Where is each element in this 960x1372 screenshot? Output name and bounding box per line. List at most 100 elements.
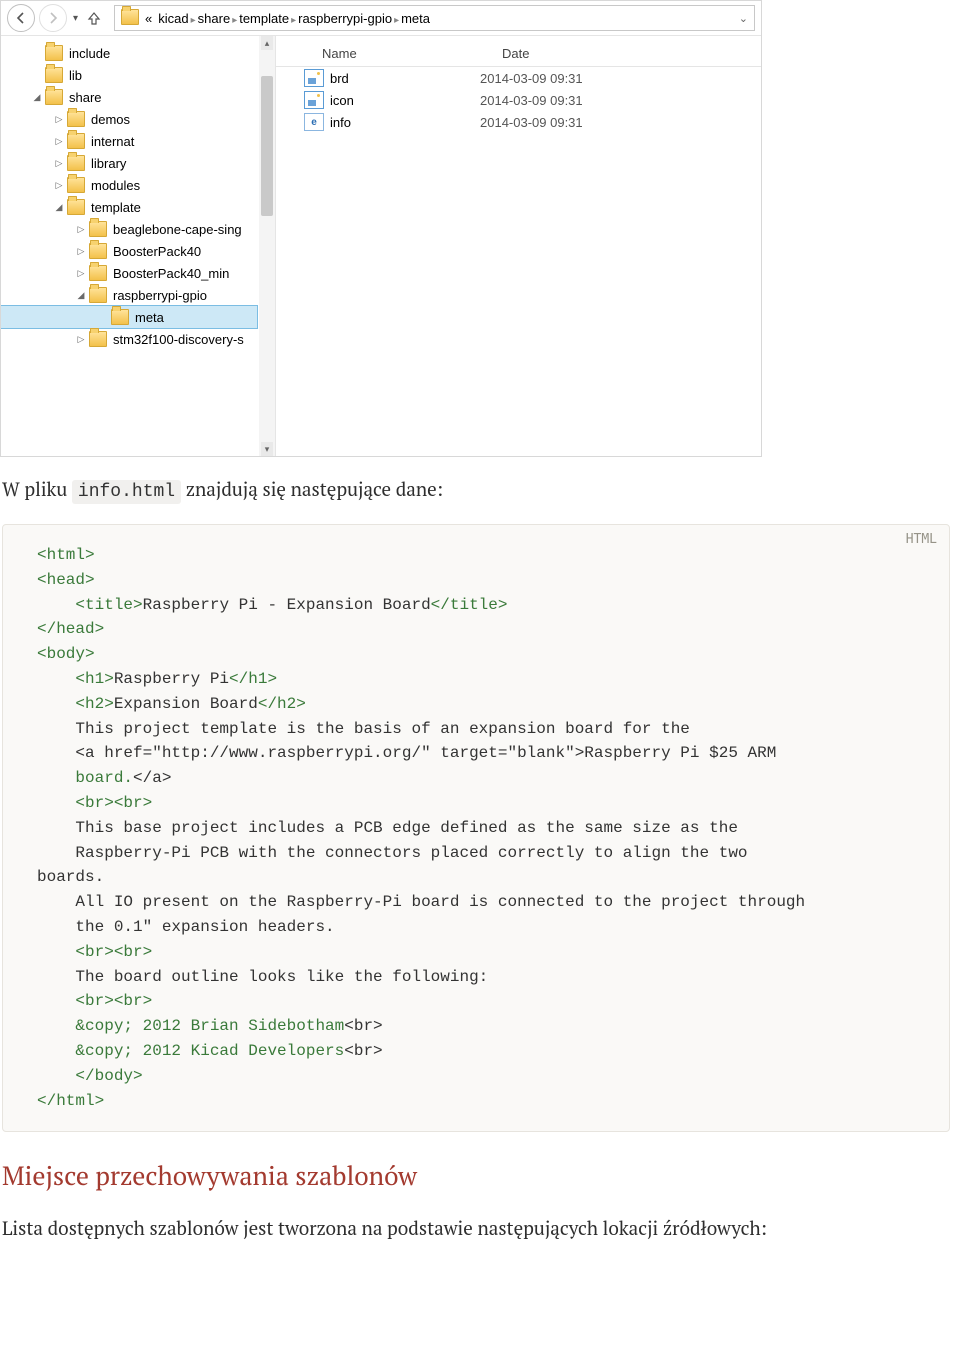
- tree-node[interactable]: ▷BoosterPack40: [1, 240, 275, 262]
- tree-node-label: template: [91, 200, 141, 215]
- file-name: info: [330, 115, 480, 130]
- tree-node-label: lib: [69, 68, 82, 83]
- tree-node-label: modules: [91, 178, 140, 193]
- column-header-name[interactable]: Name: [276, 46, 492, 61]
- inline-code: info.html: [72, 480, 181, 504]
- file-name: icon: [330, 93, 480, 108]
- tree-node-label: internat: [91, 134, 134, 149]
- tree-node[interactable]: ◢ raspberrypi-gpio: [1, 284, 275, 306]
- folder-tree: includelib◢share▷demos▷internat▷library▷…: [1, 36, 276, 456]
- breadcrumb-item[interactable]: kicad: [156, 11, 190, 26]
- code-language-label: HTML: [906, 531, 937, 550]
- arrow-left-icon: [15, 12, 27, 24]
- expand-toggle-icon[interactable]: ◢: [31, 92, 43, 103]
- breadcrumb-item[interactable]: template: [237, 11, 291, 26]
- expand-toggle-icon[interactable]: ▷: [53, 158, 65, 169]
- address-bar[interactable]: « kicad▸share▸template▸raspberrypi-gpio▸…: [114, 5, 755, 31]
- arrow-up-icon: [87, 11, 101, 25]
- expand-toggle-icon[interactable]: ◢: [75, 290, 87, 301]
- breadcrumb-item[interactable]: meta: [399, 11, 432, 26]
- folder-icon: [111, 309, 129, 325]
- expand-toggle-icon[interactable]: ▷: [53, 114, 65, 125]
- tree-node[interactable]: include: [1, 42, 275, 64]
- image-file-icon: [304, 91, 324, 109]
- file-explorer-window: ▾ « kicad▸share▸template▸raspberrypi-gpi…: [0, 0, 762, 457]
- tree-node[interactable]: ▷ internat: [1, 130, 275, 152]
- breadcrumb-item[interactable]: share: [196, 11, 233, 26]
- tree-node[interactable]: ▷ stm32f100-discovery-s: [1, 328, 275, 350]
- file-date: 2014-03-09 09:31: [480, 93, 583, 108]
- tree-node-label: include: [69, 46, 110, 61]
- scrollbar-up-icon[interactable]: ▴: [261, 36, 273, 50]
- folder-icon: [45, 45, 63, 61]
- breadcrumb-prefix: «: [145, 11, 152, 26]
- folder-icon: [121, 9, 141, 28]
- code-content: <html> <head> <title>Raspberry Pi - Expa…: [37, 543, 927, 1113]
- tree-node[interactable]: ◢ template: [1, 196, 275, 218]
- tree-node-label: raspberrypi-gpio: [113, 288, 207, 303]
- folder-icon: [67, 199, 85, 215]
- folder-icon: [89, 287, 107, 303]
- html-file-icon: [304, 113, 324, 131]
- file-date: 2014-03-09 09:31: [480, 115, 583, 130]
- expand-toggle-icon[interactable]: ▷: [53, 180, 65, 191]
- expand-toggle-icon[interactable]: ▷: [75, 334, 87, 345]
- expand-toggle-icon[interactable]: ▷: [75, 268, 87, 279]
- breadcrumb-separator-icon: ▸: [191, 15, 196, 26]
- expand-toggle-icon[interactable]: ▷: [75, 246, 87, 257]
- folder-icon: [89, 221, 107, 237]
- image-file-icon: [304, 69, 324, 87]
- folder-icon: [89, 331, 107, 347]
- folder-icon: [45, 67, 63, 83]
- history-dropdown-icon[interactable]: ▾: [71, 13, 80, 24]
- file-row[interactable]: icon2014-03-09 09:31: [276, 89, 761, 111]
- intro-text-after: znajdują się następujące dane:: [181, 477, 443, 502]
- tree-node[interactable]: ▷ demos: [1, 108, 275, 130]
- tree-node[interactable]: meta: [1, 305, 258, 329]
- folder-icon: [89, 243, 107, 259]
- tree-node[interactable]: lib: [1, 64, 275, 86]
- code-block: HTML <html> <head> <title>Raspberry Pi -…: [2, 524, 950, 1132]
- file-list-header: Name Date: [276, 40, 761, 67]
- up-button[interactable]: [84, 8, 104, 28]
- tree-node-label: meta: [135, 310, 164, 325]
- forward-button[interactable]: [39, 4, 67, 32]
- breadcrumb: kicad▸share▸template▸raspberrypi-gpio▸me…: [156, 11, 432, 26]
- address-dropdown-icon[interactable]: ⌄: [739, 12, 748, 25]
- file-name: brd: [330, 71, 480, 86]
- expand-toggle-icon[interactable]: ◢: [53, 202, 65, 213]
- arrow-right-icon: [47, 12, 59, 24]
- section-paragraph: Lista dostępnych szablonów jest tworzona…: [2, 1215, 950, 1243]
- tree-scrollbar[interactable]: ▴ ▾: [259, 36, 275, 456]
- intro-text-before: W pliku: [2, 477, 72, 502]
- tree-node-label: library: [91, 156, 126, 171]
- file-list-pane: Name Date brd2014-03-09 09:31icon2014-03…: [276, 36, 761, 456]
- tree-node[interactable]: ▷ beaglebone-cape-sing: [1, 218, 275, 240]
- scrollbar-thumb[interactable]: [261, 76, 273, 216]
- tree-node[interactable]: ▷ library: [1, 152, 275, 174]
- document-body: W pliku info.html znajdują się następują…: [0, 476, 960, 1292]
- folder-icon: [67, 177, 85, 193]
- tree-node[interactable]: ▷ modules: [1, 174, 275, 196]
- tree-node-label: beaglebone-cape-sing: [113, 222, 242, 237]
- tree-node[interactable]: ▷BoosterPack40_min: [1, 262, 275, 284]
- intro-paragraph: W pliku info.html znajdują się następują…: [2, 476, 950, 505]
- tree-node-label: demos: [91, 112, 130, 127]
- tree-node-label: stm32f100-discovery-s: [113, 332, 244, 347]
- folder-icon: [45, 89, 63, 105]
- file-date: 2014-03-09 09:31: [480, 71, 583, 86]
- tree-node[interactable]: ◢ share: [1, 86, 275, 108]
- tree-node-label: share: [69, 90, 102, 105]
- expand-toggle-icon[interactable]: ▷: [53, 136, 65, 147]
- breadcrumb-item[interactable]: raspberrypi-gpio: [296, 11, 394, 26]
- folder-icon: [67, 155, 85, 171]
- file-row[interactable]: brd2014-03-09 09:31: [276, 67, 761, 89]
- back-button[interactable]: [7, 4, 35, 32]
- column-header-date[interactable]: Date: [492, 46, 529, 61]
- explorer-body: includelib◢share▷demos▷internat▷library▷…: [1, 36, 761, 456]
- file-row[interactable]: info2014-03-09 09:31: [276, 111, 761, 133]
- folder-icon: [67, 133, 85, 149]
- folder-icon: [89, 265, 107, 281]
- scrollbar-down-icon[interactable]: ▾: [261, 442, 273, 456]
- expand-toggle-icon[interactable]: ▷: [75, 224, 87, 235]
